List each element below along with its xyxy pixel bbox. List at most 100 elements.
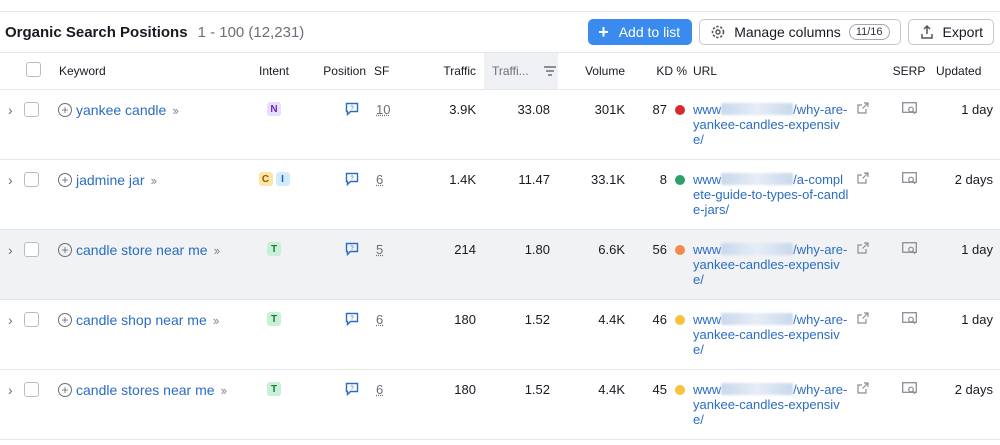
table-row[interactable]: › + candle shop near me ›› T ? 6 180 1.5… (0, 300, 1000, 370)
serp-snapshot-icon[interactable] (901, 172, 917, 185)
columns-count-badge: 11/16 (848, 24, 890, 40)
keyword-details-icon[interactable]: ›› (212, 312, 220, 328)
url-prefix: www (693, 242, 722, 257)
serp-features-count[interactable]: 6 (376, 312, 384, 327)
keyword-link[interactable]: candle stores near me (76, 382, 215, 398)
expand-row-icon[interactable]: › (8, 242, 13, 258)
report-toolbar: Organic Search Positions 1 - 100 (12,231… (0, 12, 1000, 52)
col-position[interactable]: Position (323, 64, 366, 78)
keyword-link[interactable]: candle store near me (76, 242, 208, 258)
add-keyword-icon[interactable]: + (58, 173, 72, 187)
expand-row-icon[interactable]: › (8, 382, 13, 398)
updated-value: 2 days (954, 382, 993, 397)
keyword-details-icon[interactable]: ›› (172, 102, 179, 118)
col-traffic-pct[interactable]: Traffi... (484, 52, 558, 90)
row-checkbox[interactable] (24, 312, 40, 327)
volume-value: 4.4K (598, 312, 625, 327)
svg-text:?: ? (350, 316, 354, 322)
row-checkbox[interactable] (24, 382, 40, 397)
updated-value: 1 day (961, 242, 993, 257)
featured-snippet-icon[interactable]: ? (345, 172, 359, 186)
url-path: /why-are-yankee-candles-expensive/ (693, 242, 848, 287)
expand-row-icon[interactable]: › (8, 172, 13, 188)
external-link-icon[interactable] (857, 242, 869, 254)
col-intent[interactable]: Intent (258, 64, 290, 78)
keyword-link[interactable]: jadmine jar (76, 172, 145, 188)
table-row[interactable]: › + candle stores near me ›› T ? 6 180 1… (0, 370, 1000, 440)
url-link[interactable]: www/why-are-yankee-candles-expensive/ (693, 312, 849, 357)
row-checkbox[interactable] (24, 172, 40, 187)
serp-features-count[interactable]: 10 (376, 102, 391, 117)
add-keyword-icon[interactable]: + (58, 103, 72, 117)
svg-text:?: ? (350, 246, 354, 252)
col-kd[interactable]: KD % (656, 64, 687, 78)
intent-badges: T (238, 242, 310, 256)
updated-value: 1 day (961, 102, 993, 117)
featured-snippet-icon[interactable]: ? (345, 382, 359, 396)
col-traffic-pct-label: Traffi... (492, 64, 529, 78)
add-to-list-button[interactable]: + Add to list (588, 19, 693, 45)
manage-columns-label: Manage columns (734, 24, 841, 40)
external-link-icon[interactable] (857, 312, 869, 324)
keyword-details-icon[interactable]: ›› (150, 172, 157, 188)
add-to-list-label: Add to list (618, 24, 681, 40)
col-volume[interactable]: Volume (584, 64, 625, 78)
add-keyword-icon[interactable]: + (58, 383, 72, 397)
manage-columns-button[interactable]: Manage columns 11/16 (699, 19, 901, 45)
col-url[interactable]: URL (693, 64, 718, 78)
url-link[interactable]: www/why-are-yankee-candles-expensive/ (693, 242, 849, 287)
positions-table: Keyword Intent Position SF Traffic Traff… (0, 52, 1000, 440)
serp-snapshot-icon[interactable] (901, 382, 917, 395)
select-all-checkbox[interactable] (26, 62, 41, 77)
add-keyword-icon[interactable]: + (58, 313, 72, 327)
table-row[interactable]: › + candle store near me ›› T ? 5 214 1.… (0, 229, 1000, 300)
col-updated[interactable]: Updated (936, 64, 982, 78)
col-serp[interactable]: SERP (892, 64, 926, 78)
serp-features-count[interactable]: 6 (376, 382, 384, 397)
row-checkbox[interactable] (24, 242, 40, 257)
export-icon (920, 24, 933, 39)
table-row[interactable]: › + yankee candle ›› N ? 10 3.9K 33.08 3… (0, 90, 1000, 160)
kd-value: 87 (652, 102, 667, 117)
serp-features-count[interactable]: 5 (376, 242, 384, 257)
featured-snippet-icon[interactable]: ? (345, 242, 359, 256)
expand-row-icon[interactable]: › (8, 312, 13, 328)
traffic-value: 180 (454, 382, 476, 397)
volume-value: 4.4K (598, 382, 625, 397)
keyword-link[interactable]: yankee candle (76, 102, 167, 118)
col-keyword[interactable]: Keyword (59, 64, 106, 78)
svg-text:?: ? (350, 106, 354, 112)
featured-snippet-icon[interactable]: ? (345, 102, 359, 116)
col-traffic[interactable]: Traffic (443, 64, 476, 78)
kd-indicator (675, 104, 685, 115)
url-link[interactable]: www/why-are-yankee-candles-expensive/ (693, 382, 849, 427)
keyword-details-icon[interactable]: ›› (220, 382, 228, 398)
row-checkbox[interactable] (24, 102, 40, 117)
add-keyword-icon[interactable]: + (58, 243, 72, 257)
blurred-domain (721, 243, 794, 255)
intent-badge: T (267, 312, 281, 326)
serp-snapshot-icon[interactable] (901, 242, 917, 255)
traffic-pct-value: 33.08 (517, 102, 550, 117)
keyword-details-icon[interactable]: ›› (213, 242, 221, 258)
url-link[interactable]: www/a-complete-guide-to-types-of-candle-… (693, 172, 849, 217)
url-link[interactable]: www/why-are-yankee-candles-expensive/ (693, 102, 849, 147)
url-path: /why-are-yankee-candles-expensive/ (693, 102, 848, 147)
url-path: /why-are-yankee-candles-expensive/ (693, 312, 848, 357)
volume-value: 6.6K (598, 242, 625, 257)
keyword-link[interactable]: candle shop near me (76, 312, 207, 328)
featured-snippet-icon[interactable]: ? (345, 312, 359, 326)
external-link-icon[interactable] (857, 382, 869, 394)
serp-snapshot-icon[interactable] (901, 312, 917, 325)
expand-row-icon[interactable]: › (8, 102, 13, 118)
serp-snapshot-icon[interactable] (901, 102, 917, 115)
result-range: 1 - 100 (12,231) (197, 23, 305, 41)
serp-features-count[interactable]: 6 (376, 172, 384, 187)
kd-indicator (675, 384, 685, 395)
external-link-icon[interactable] (857, 172, 869, 184)
export-button[interactable]: Export (907, 19, 994, 45)
external-link-icon[interactable] (857, 102, 869, 114)
col-sf[interactable]: SF (374, 64, 390, 78)
blurred-domain (721, 173, 794, 185)
